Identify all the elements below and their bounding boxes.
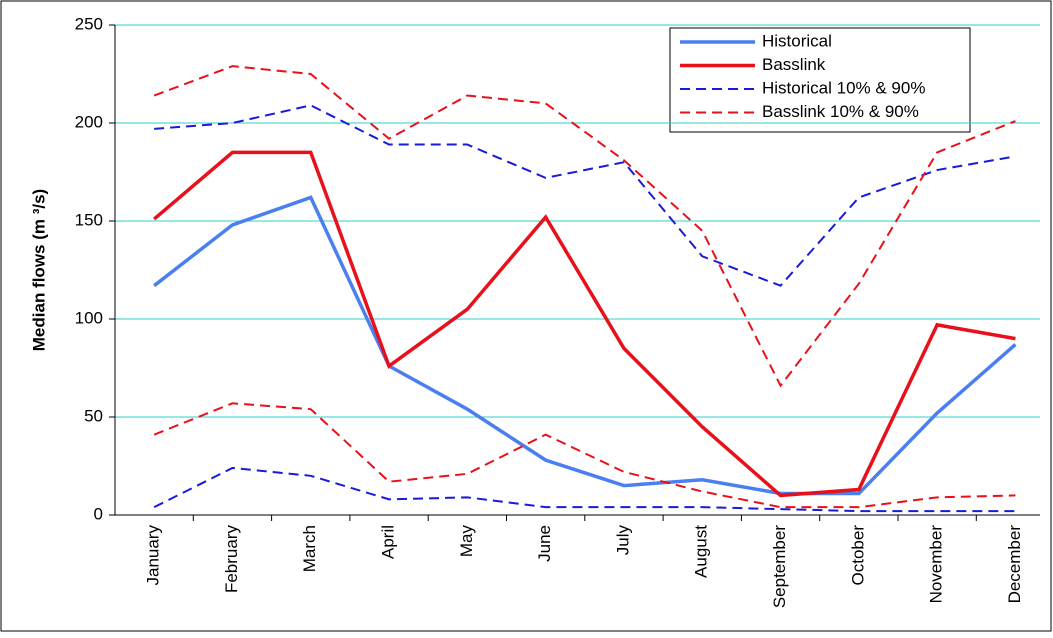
x-tick-label: June bbox=[535, 525, 554, 562]
y-tick-label: 250 bbox=[75, 14, 103, 33]
series-line bbox=[153, 402, 1016, 509]
y-tick-label: 150 bbox=[75, 210, 103, 229]
x-tick-label: May bbox=[457, 525, 476, 558]
legend-label: Basslink 10% & 90% bbox=[762, 102, 919, 121]
series-line bbox=[154, 104, 1016, 287]
y-tick-label: 200 bbox=[75, 112, 103, 131]
legend bbox=[669, 27, 971, 133]
x-tick-label: March bbox=[300, 525, 319, 572]
x-tick-label: September bbox=[770, 525, 789, 608]
x-tick-label: February bbox=[222, 525, 241, 594]
x-tick-label: December bbox=[1005, 525, 1024, 604]
y-tick-label: 50 bbox=[84, 406, 103, 425]
series-line bbox=[153, 466, 1016, 513]
y-axis-label: Median flows (m ³/s) bbox=[29, 189, 48, 351]
x-tick-label: July bbox=[613, 525, 632, 556]
legend-label: Historical bbox=[762, 31, 832, 50]
series-line bbox=[153, 195, 1017, 496]
x-tick-label: October bbox=[848, 525, 867, 586]
x-tick-label: April bbox=[379, 525, 398, 559]
legend-label: Historical 10% & 90% bbox=[762, 78, 925, 97]
y-tick-label: 100 bbox=[75, 308, 103, 327]
y-tick-label: 0 bbox=[94, 504, 103, 523]
series-line bbox=[153, 150, 1016, 498]
x-tick-label: January bbox=[144, 525, 163, 586]
series-line bbox=[153, 65, 1016, 388]
x-tick-label: August bbox=[692, 525, 711, 578]
legend-label: Basslink bbox=[762, 55, 826, 74]
x-tick-label: November bbox=[927, 525, 946, 604]
